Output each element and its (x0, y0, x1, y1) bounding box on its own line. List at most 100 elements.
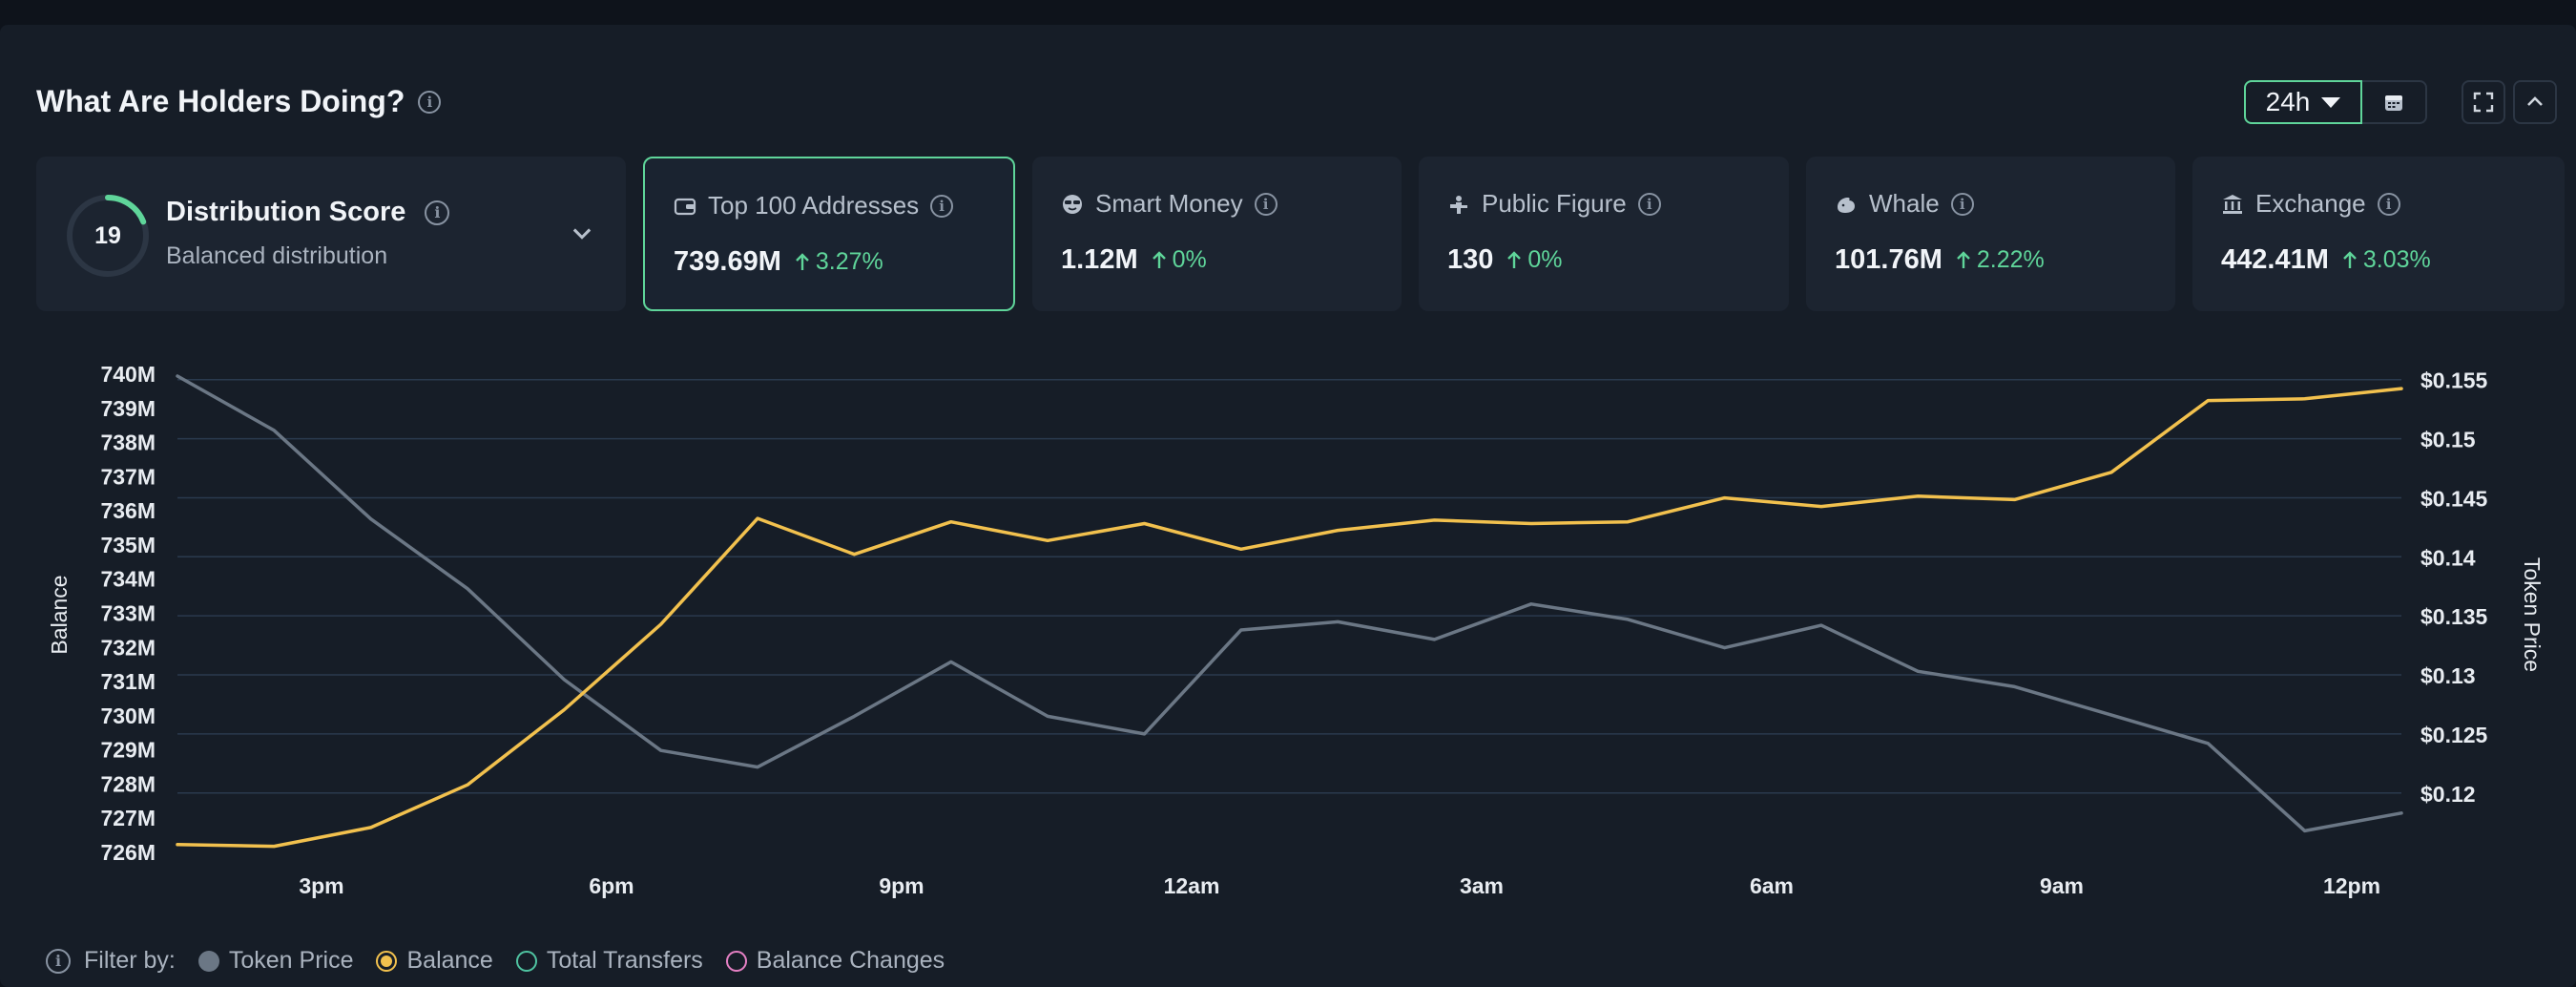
card-change-value: 0% (1527, 246, 1563, 273)
card-top-100-addresses[interactable]: Top 100 Addresses i 739.69M 3.27% (643, 157, 1015, 311)
x-tick-label: 6pm (589, 873, 634, 898)
info-icon[interactable]: i (418, 90, 442, 114)
card-value-row: 442.41M 3.03% (2221, 244, 2431, 276)
card-label: Whale (1869, 189, 1940, 218)
legend-dot (515, 950, 537, 972)
card-value: 130 (1447, 244, 1494, 275)
card-change-value: 2.22% (1976, 246, 2045, 273)
info-icon[interactable]: i (1254, 192, 1278, 216)
filter-balance[interactable]: Balance (376, 947, 493, 975)
arrow-up-icon (1507, 251, 1522, 268)
legend-dot (197, 950, 219, 972)
podium-icon (1450, 195, 1467, 214)
card-label: Smart Money (1095, 189, 1243, 218)
arrow-up-icon (1152, 251, 1166, 268)
card-label: Top 100 Addresses (708, 191, 920, 220)
series-line-token-price (176, 374, 2403, 833)
info-icon[interactable]: i (1637, 192, 1661, 216)
bank-icon (2223, 194, 2242, 214)
y-tick-label: 732M (100, 635, 156, 660)
y-tick-label: 739M (100, 396, 156, 421)
info-icon[interactable]: i (425, 200, 450, 225)
card-change: 3.03% (2342, 246, 2431, 274)
x-tick-label: 3am (1460, 873, 1504, 898)
y2-tick-label: $0.155 (2420, 368, 2488, 393)
y-tick-label: 740M (100, 362, 156, 387)
x-tick-label: 12am (1164, 873, 1220, 898)
card-header: Public Figure i (1447, 189, 1661, 219)
caret-down-icon (2321, 96, 2341, 108)
distribution-score-card[interactable]: 19 Distribution Score i Balanced distrib… (36, 157, 626, 311)
wallet-icon (674, 198, 696, 215)
card-value: 739.69M (674, 246, 781, 277)
legend-label: Token Price (228, 947, 354, 974)
card-value: 442.41M (2221, 244, 2329, 275)
y2-tick-label: $0.135 (2420, 604, 2488, 629)
filter-token-price[interactable]: Token Price (197, 947, 354, 975)
score-value: 19 (94, 221, 121, 249)
page-title: What Are Holders Doing? (36, 84, 405, 118)
whale-icon (1838, 197, 1855, 213)
y2-tick-label: $0.145 (2420, 486, 2488, 511)
controls: 24h (2244, 80, 2557, 124)
y-tick-label: 728M (100, 771, 156, 796)
card-header: Top 100 Addresses i (674, 191, 954, 220)
x-tick-label: 6am (1750, 873, 1794, 898)
card-smart-money[interactable]: Smart Money i 1.12M 0% (1032, 157, 1402, 311)
card-public-figure[interactable]: Public Figure i 130 0% (1419, 157, 1789, 311)
sunglasses-icon (1063, 194, 1082, 214)
y-tick-label: 738M (100, 430, 156, 455)
y2-axis-title: Token Price (2520, 557, 2545, 672)
card-exchange[interactable]: Exchange i 442.41M 3.03% (2192, 157, 2565, 311)
card-value-row: 1.12M 0% (1061, 244, 1207, 276)
card-change: 2.22% (1956, 246, 2045, 274)
card-label: Exchange (2255, 189, 2366, 218)
info-icon[interactable]: i (930, 194, 954, 218)
y2-tick-label: $0.15 (2420, 428, 2476, 452)
card-label: Public Figure (1482, 189, 1627, 218)
y2-tick-label: $0.13 (2420, 663, 2476, 688)
card-whale[interactable]: Whale i 101.76M 2.22% (1806, 157, 2175, 311)
y2-tick-label: $0.125 (2420, 723, 2488, 747)
legend: Token Price Balance Total Transfers Balance… (176, 947, 945, 975)
y-tick-label: 731M (100, 669, 156, 694)
y2-tick-label: $0.14 (2420, 545, 2476, 570)
time-range-value: 24h (2265, 87, 2311, 116)
card-value-row: 130 0% (1447, 244, 1563, 276)
calendar-button[interactable] (2362, 80, 2427, 124)
y-tick-label: 737M (100, 464, 156, 489)
series-line-balance (176, 387, 2403, 849)
collapse-button[interactable] (2513, 80, 2557, 124)
card-change: 0% (1506, 246, 1563, 274)
y-tick-label: 734M (100, 567, 156, 592)
info-icon[interactable]: i (1950, 192, 1974, 216)
y-tick-label: 733M (100, 601, 156, 626)
expand-icon (2473, 92, 2494, 113)
filter-balance-changes[interactable]: Balance Changes (725, 947, 945, 975)
card-header: Smart Money i (1061, 189, 1278, 219)
x-tick-label: 9am (2040, 873, 2084, 898)
score-title-row: Distribution Score i (166, 197, 450, 228)
info-icon[interactable]: i (46, 948, 71, 974)
score-title: Distribution Score (166, 197, 406, 227)
score-subtitle: Balanced distribution (166, 242, 388, 269)
y-tick-label: 730M (100, 704, 156, 728)
y-tick-label: 736M (100, 498, 156, 523)
card-header: Exchange i (2221, 189, 2400, 219)
info-icon[interactable]: i (2377, 192, 2400, 216)
arrow-up-icon (796, 253, 809, 270)
filter-total-transfers[interactable]: Total Transfers (515, 947, 703, 975)
y-tick-label: 729M (100, 738, 156, 763)
card-value-row: 101.76M 2.22% (1835, 244, 2045, 276)
card-change: 3.27% (795, 248, 883, 276)
chevron-down-icon[interactable] (569, 220, 595, 246)
y2-tick-label: $0.12 (2420, 782, 2476, 807)
card-change-value: 3.27% (815, 248, 883, 275)
legend-dot (376, 950, 398, 972)
card-value-row: 739.69M 3.27% (674, 246, 883, 278)
time-range-dropdown[interactable]: 24h (2244, 80, 2362, 124)
card-value: 101.76M (1835, 244, 1942, 275)
fullscreen-button[interactable] (2462, 80, 2505, 124)
legend-label: Balance (406, 947, 493, 974)
x-tick-label: 3pm (299, 873, 343, 898)
